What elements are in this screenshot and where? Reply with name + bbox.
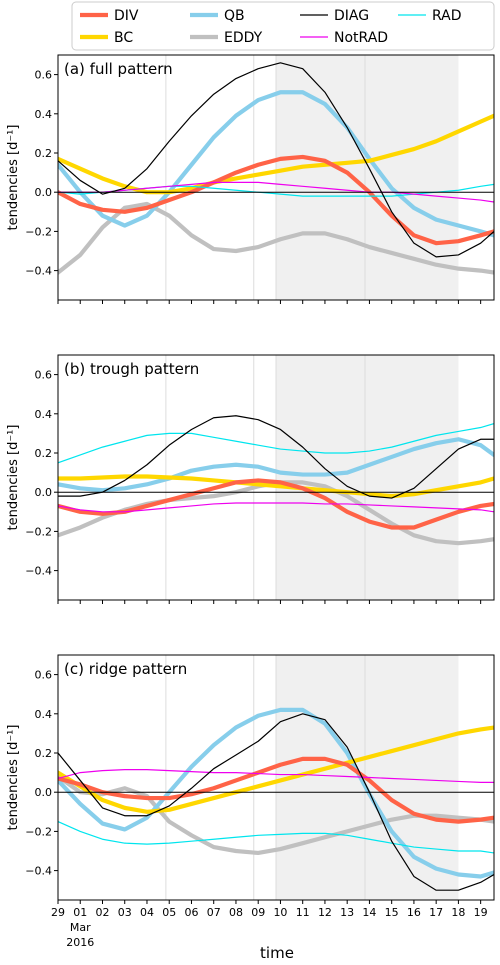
plot-frame [57, 354, 495, 601]
x-tick-label: 19 [474, 906, 488, 919]
series-div [58, 756, 494, 824]
chart-panels: −0.4 −0.2 0.0 0.2 0.4 0.6 tendencies [d⁻¹] (a) … [6, 54, 495, 949]
legend-label-diag: DIAG [334, 8, 369, 24]
year-label: 2016 [66, 936, 94, 949]
series-notrad [58, 181, 494, 203]
x-tick-label: 18 [451, 906, 465, 919]
series-diag [58, 713, 494, 891]
series-rad [58, 423, 494, 464]
x-tick-label: 12 [318, 906, 332, 919]
series-notrad [58, 502, 494, 513]
y-tick-label: 0.0 [35, 186, 53, 199]
series-qb [58, 90, 494, 238]
y-tick-label: 0.2 [35, 447, 53, 460]
y-tick-label: −0.4 [25, 565, 52, 578]
x-tick-label: 03 [118, 906, 132, 919]
panel-title: (b) trough pattern [64, 360, 199, 378]
series-qb [58, 707, 494, 879]
legend: DIV BC QB EDDY DIAG NotRAD RAD [71, 1, 495, 51]
legend-label-bc: BC [114, 30, 133, 46]
series-diag [58, 62, 494, 258]
y-tick-label: 0.2 [35, 747, 53, 760]
y-tick-label: 0.6 [35, 369, 53, 382]
x-tick-label: 05 [162, 906, 176, 919]
series-bc [58, 474, 494, 499]
x-tick-label: 01 [73, 906, 87, 919]
panel-title: (c) ridge pattern [64, 660, 187, 678]
y-tick-label: 0.4 [35, 708, 53, 721]
plot-frame [57, 654, 495, 901]
y-axis-label: tendencies [d⁻¹] [6, 125, 21, 231]
y-axis-label: tendencies [d⁻¹] [6, 725, 21, 831]
series-bc [58, 725, 494, 814]
x-tick-label: 17 [429, 906, 443, 919]
series-rad [58, 821, 494, 854]
legend-label-div: DIV [114, 8, 139, 24]
y-tick-label: −0.4 [25, 265, 52, 278]
plot-frame [57, 54, 495, 301]
panel-trough: −0.4 −0.2 0.0 0.2 0.4 0.6 tendencies [d⁻¹] (b) … [6, 354, 495, 604]
series-div [58, 478, 494, 530]
x-tick-label: 14 [362, 906, 376, 919]
series-div [58, 154, 494, 246]
series-notrad [58, 769, 494, 783]
y-tick-label: 0.6 [35, 669, 53, 682]
y-tick-label: 0.2 [35, 147, 53, 160]
y-tick-label: 0.0 [35, 486, 53, 499]
x-tick-label: 15 [385, 906, 399, 919]
panel-ridge: −0.4 −0.2 0.0 0.2 0.4 0.6 29 01 02 03 04 05 06 07 08 09… [6, 654, 495, 949]
y-tick-label: −0.2 [25, 525, 52, 538]
panel-title: (a) full pattern [64, 60, 173, 78]
y-tick-label: −0.2 [25, 825, 52, 838]
series-qb [58, 437, 494, 493]
legend-label-eddy: EDDY [224, 30, 263, 46]
legend-label-rad: RAD [432, 8, 462, 24]
x-tick-label: 04 [140, 906, 154, 919]
x-tick-label: 06 [184, 906, 198, 919]
x-tick-label: 16 [407, 906, 421, 919]
x-tick-label: 02 [95, 906, 109, 919]
series-bc [58, 113, 494, 195]
month-label: Mar [70, 921, 91, 934]
legend-label-qb: QB [224, 8, 245, 24]
series-diag [58, 415, 494, 499]
y-tick-label: 0.4 [35, 408, 53, 421]
y-tick-label: −0.2 [25, 225, 52, 238]
legend-frame [71, 1, 495, 51]
y-axis-label: tendencies [d⁻¹] [6, 425, 21, 531]
x-tick-label: 07 [207, 906, 221, 919]
x-tick-label: 08 [229, 906, 243, 919]
x-axis-label: time [260, 944, 294, 962]
x-tick-label: 13 [340, 906, 354, 919]
shaded-period [276, 355, 459, 600]
y-tick-label: 0.0 [35, 786, 53, 799]
x-tick-label: 11 [296, 906, 310, 919]
panel-full: −0.4 −0.2 0.0 0.2 0.4 0.6 tendencies [d⁻¹] (a) … [6, 54, 495, 304]
x-tick-label: 10 [273, 906, 287, 919]
y-tick-label: 0.6 [35, 69, 53, 82]
series-eddy [58, 201, 494, 275]
y-tick-label: −0.4 [25, 865, 52, 878]
y-tick-label: 0.4 [35, 108, 53, 121]
x-tick-label: 29 [51, 906, 65, 919]
legend-label-notrad: NotRAD [334, 30, 388, 46]
x-tick-label: 09 [251, 906, 265, 919]
